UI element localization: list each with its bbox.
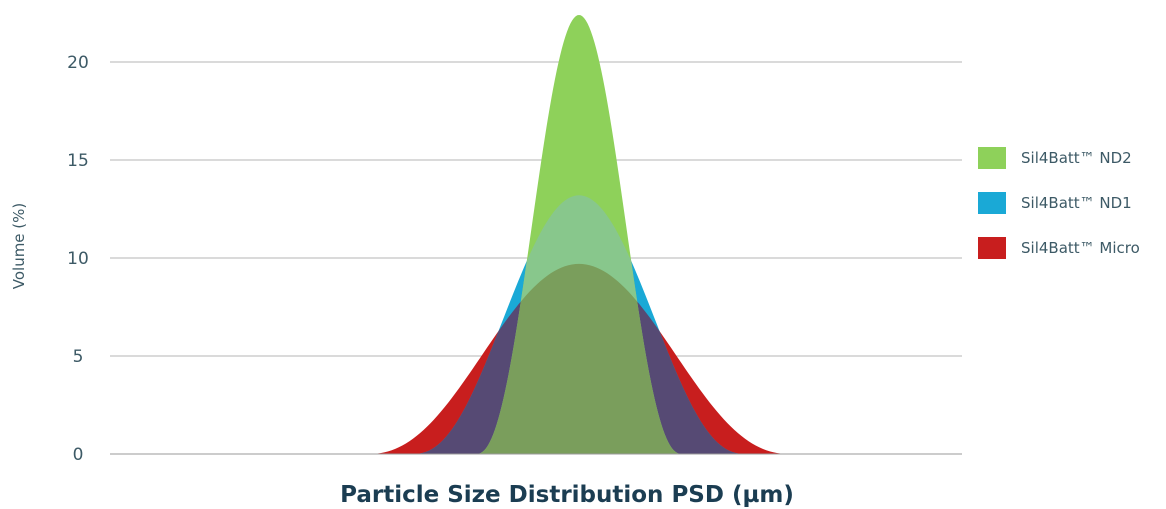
y-tick-15: 15 xyxy=(67,151,89,171)
distribution-areas xyxy=(110,14,962,455)
overlap-all-group xyxy=(476,263,682,454)
legend-swatch-2 xyxy=(978,237,1006,259)
legend-label-2: Sil4Batt™ Micro xyxy=(1021,239,1140,257)
y-tick-10: 10 xyxy=(67,249,89,269)
legend-swatch-0 xyxy=(978,147,1006,169)
legend-label-1: Sil4Batt™ ND1 xyxy=(1021,194,1132,212)
y-axis-label: Volume (%) xyxy=(10,203,28,290)
overlap-all xyxy=(476,263,682,454)
y-tick-20: 20 xyxy=(67,53,89,73)
legend-swatch-1 xyxy=(978,192,1006,214)
y-tick-0: 0 xyxy=(73,445,84,465)
x-axis-label: Particle Size Distribution PSD (µm) xyxy=(340,482,794,508)
y-tick-5: 5 xyxy=(73,347,84,367)
legend-label-0: Sil4Batt™ ND2 xyxy=(1021,149,1132,167)
y-tick-labels: 0 5 10 15 20 xyxy=(67,53,89,465)
legend: Sil4Batt™ ND2 Sil4Batt™ ND1 Sil4Batt™ Micr… xyxy=(978,147,1140,259)
